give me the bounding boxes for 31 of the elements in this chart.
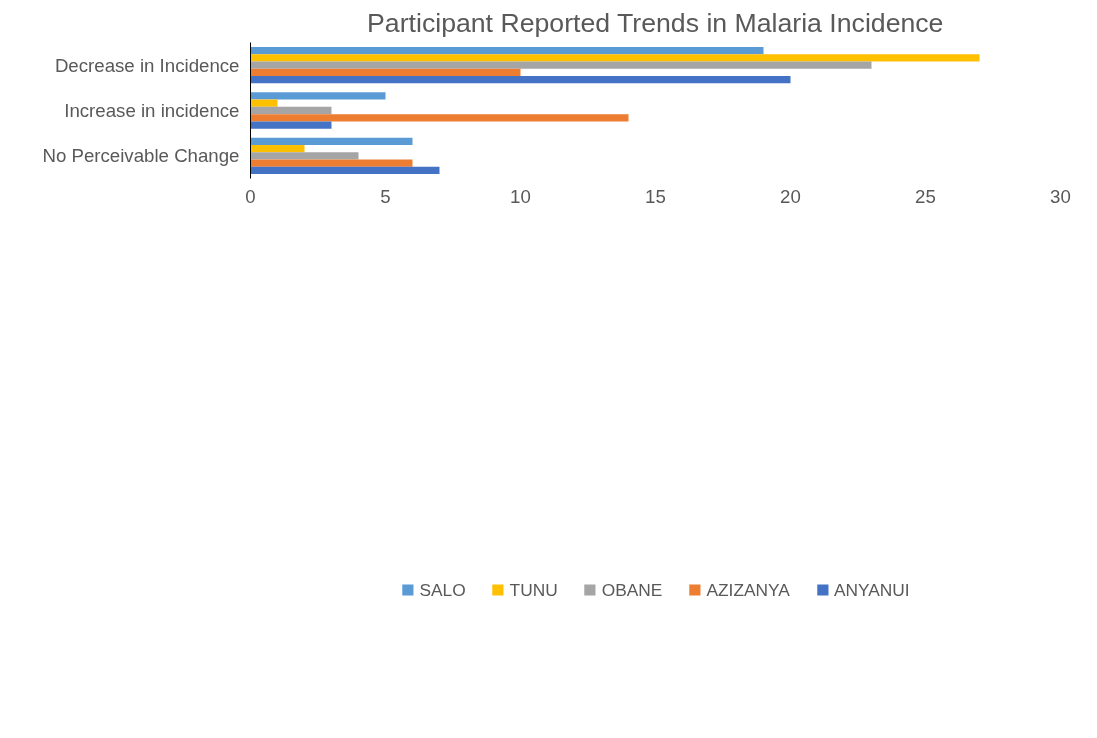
legend-label: TUNU: [509, 579, 558, 601]
x-tick-label: 10: [510, 185, 531, 207]
chart-title: Participant Reported Trends in Malaria Incidence: [367, 7, 944, 38]
legend-label: OBANE: [601, 579, 663, 601]
bar: [250, 159, 413, 167]
bar: [250, 54, 980, 62]
x-tick-label: 20: [780, 185, 801, 207]
y-tick-label: Decrease in Incidence: [54, 54, 240, 76]
bar: [250, 61, 872, 69]
bar: [250, 76, 791, 84]
bar: [250, 137, 413, 145]
legend-label: AZIZANYA: [706, 579, 790, 601]
x-tick-label: 25: [915, 185, 936, 207]
bar: [250, 152, 359, 160]
bar: [250, 68, 521, 77]
bar: [250, 144, 305, 153]
bar: [250, 99, 278, 107]
x-tick-label: 0: [245, 185, 256, 207]
bar: [250, 47, 764, 55]
bar: [250, 166, 440, 174]
bar: [250, 106, 332, 115]
y-tick-label: Increase in incidence: [64, 100, 240, 121]
x-tick-label: 5: [380, 185, 391, 207]
bar: [250, 114, 629, 122]
y-tick-label: No Perceivable Change: [42, 145, 240, 167]
legend-label: ANYANUI: [833, 579, 910, 601]
legend-label: SALO: [419, 579, 466, 601]
bar: [250, 92, 386, 100]
bar: [250, 121, 332, 129]
x-tick-label: 30: [1050, 185, 1071, 207]
x-tick-label: 15: [645, 185, 666, 207]
